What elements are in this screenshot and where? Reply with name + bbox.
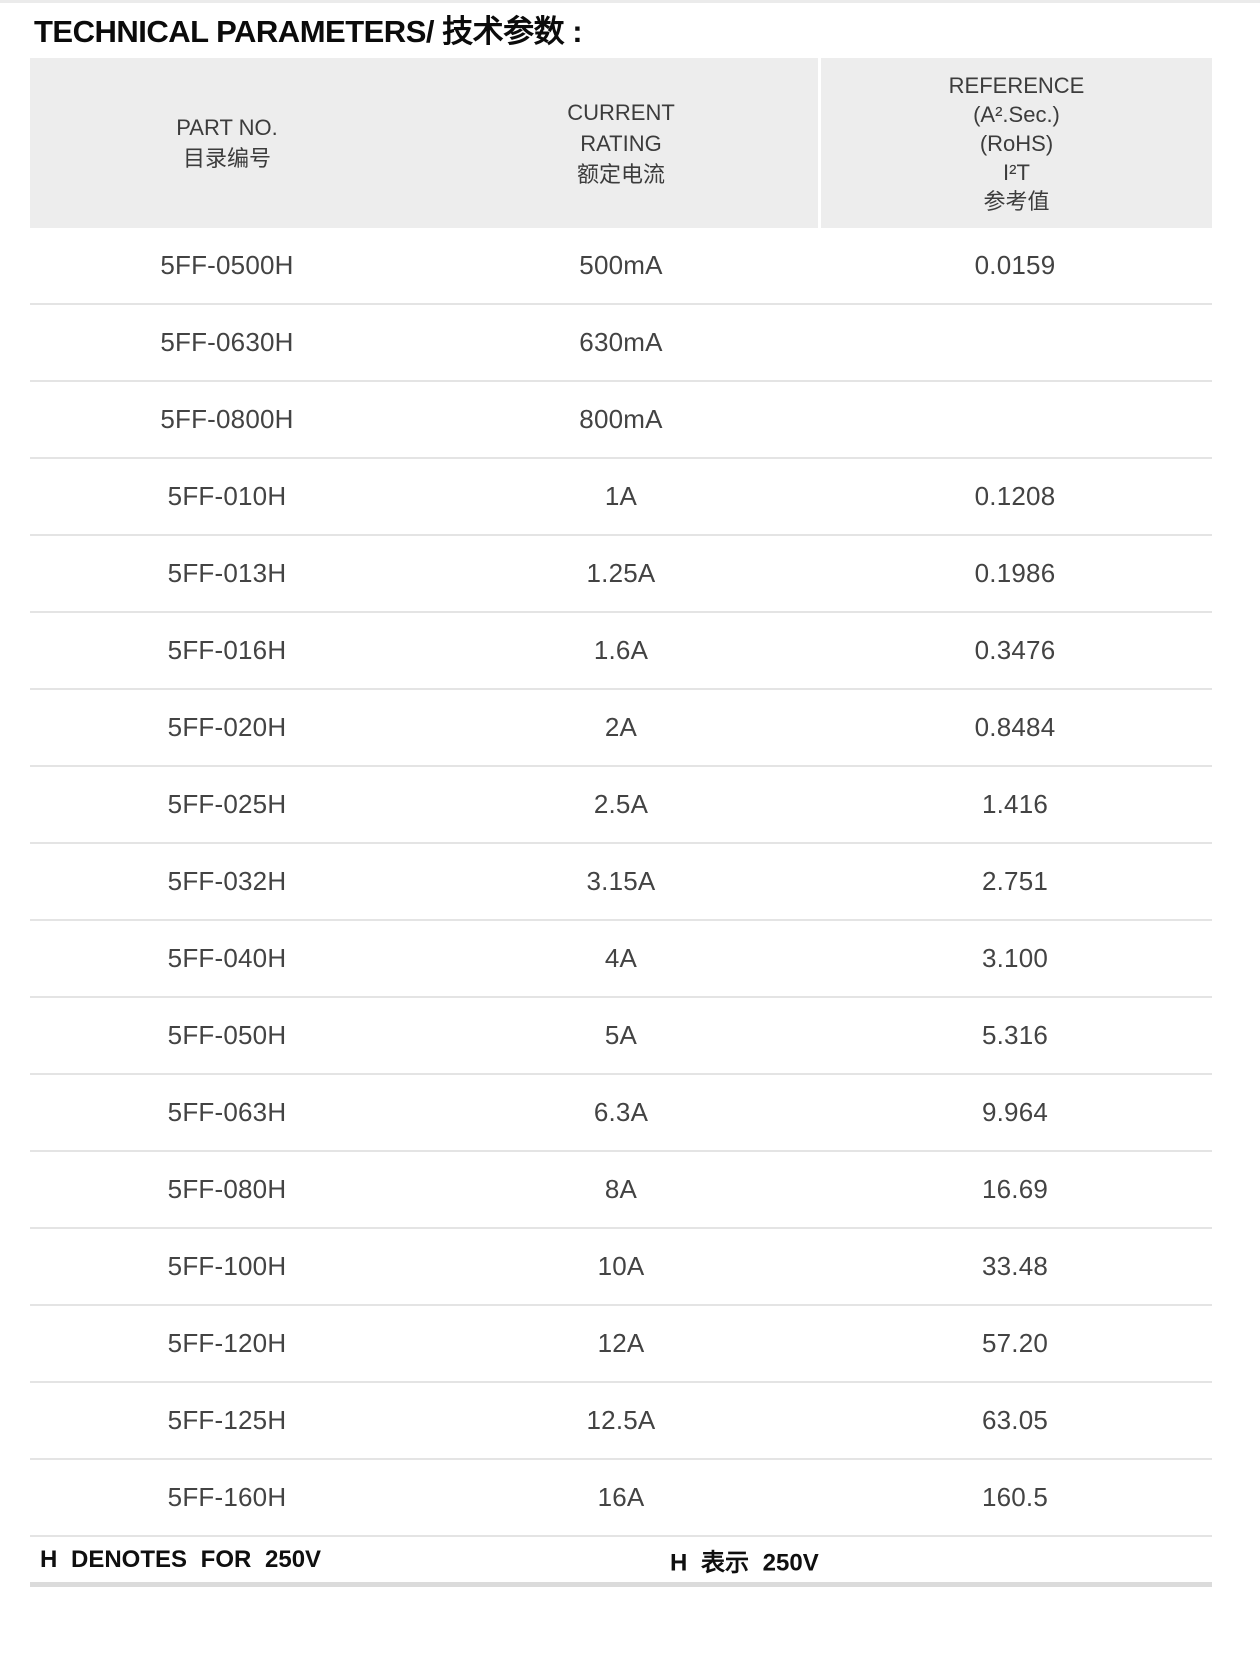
header-line: RATING	[580, 130, 662, 156]
cell-part-no: 5FF-080H	[167, 1174, 287, 1204]
table-header: PART NO. 目录编号 CURRENT RATING 额定电流 REFERENCE…	[30, 58, 1212, 228]
cell-part-no: 5FF-125H	[167, 1405, 287, 1435]
cell-current-rating: 12.5A	[586, 1405, 656, 1435]
table-row: 5FF-120H 12A 57.20	[30, 1306, 1212, 1383]
cell-reference: 57.20	[981, 1328, 1049, 1358]
cell-reference: 5.316	[981, 1020, 1049, 1050]
cell-current-rating: 6.3A	[593, 1097, 649, 1127]
cell-reference: 1.416	[981, 789, 1049, 819]
cell-current-rating: 16A	[597, 1482, 645, 1512]
technical-parameters-table: PART NO. 目录编号 CURRENT RATING 额定电流 REFERENCE…	[30, 58, 1212, 1587]
table-row: 5FF-0500H 500mA 0.0159	[30, 228, 1212, 305]
footnote-zh: H 表示 250V	[670, 1549, 819, 1576]
header-line: 目录编号	[182, 146, 271, 171]
cell-part-no: 5FF-063H	[167, 1097, 287, 1127]
table-row: 5FF-016H 1.6A 0.3476	[30, 613, 1212, 690]
cell-current-rating: 1A	[604, 481, 638, 511]
cell-part-no: 5FF-050H	[167, 1020, 287, 1050]
cell-part-no: 5FF-013H	[167, 558, 287, 588]
cell-reference: 63.05	[981, 1405, 1049, 1435]
table-row: 5FF-032H 3.15A 2.751	[30, 844, 1212, 921]
header-line: I²T	[1003, 159, 1030, 185]
table-row: 5FF-125H 12.5A 63.05	[30, 1383, 1212, 1460]
header-line: 参考值	[983, 188, 1050, 214]
cell-part-no: 5FF-032H	[167, 866, 287, 896]
cell-reference: 0.3476	[974, 635, 1056, 665]
cell-current-rating: 500mA	[579, 250, 663, 280]
cell-current-rating: 1.6A	[593, 635, 649, 665]
cell-reference: 33.48	[981, 1251, 1049, 1281]
cell-current-rating: 800mA	[579, 404, 663, 434]
table-row: 5FF-040H 4A 3.100	[30, 921, 1212, 998]
table-row: 5FF-050H 5A 5.316	[30, 998, 1212, 1075]
table-row: 5FF-020H 2A 0.8484	[30, 690, 1212, 767]
table-row: 5FF-025H 2.5A 1.416	[30, 767, 1212, 844]
cell-reference: 3.100	[981, 943, 1049, 973]
cell-reference: 0.8484	[974, 712, 1056, 742]
cell-current-rating: 2A	[604, 712, 638, 742]
cell-part-no: 5FF-010H	[167, 481, 287, 511]
cell-part-no: 5FF-020H	[167, 712, 287, 742]
cell-part-no: 5FF-0800H	[160, 404, 294, 434]
header-current-rating: CURRENT RATING 额定电流	[424, 58, 818, 228]
header-line: (A².Sec.)	[973, 101, 1060, 127]
top-divider	[0, 0, 1260, 3]
table-row: 5FF-010H 1A 0.1208	[30, 459, 1212, 536]
cell-reference: 16.69	[981, 1174, 1049, 1204]
table-row: 5FF-160H 16A 160.5	[30, 1460, 1212, 1537]
cell-current-rating: 1.25A	[586, 558, 656, 588]
cell-reference: 2.751	[981, 866, 1049, 896]
cell-reference: 0.0159	[974, 250, 1056, 280]
cell-current-rating: 8A	[604, 1174, 638, 1204]
cell-current-rating: 2.5A	[593, 789, 649, 819]
cell-part-no: 5FF-160H	[167, 1482, 287, 1512]
cell-current-rating: 630mA	[579, 327, 663, 357]
cell-part-no: 5FF-040H	[167, 943, 287, 973]
header-line: 额定电流	[576, 161, 665, 187]
cell-part-no: 5FF-0500H	[160, 250, 294, 280]
table-body: 5FF-0500H 500mA 0.0159 5FF-0630H 630mA 5…	[30, 228, 1212, 1537]
table-footnote: H DENOTES FOR 250V H 表示 250V	[30, 1537, 1212, 1587]
cell-part-no: 5FF-0630H	[160, 327, 294, 357]
cell-current-rating: 12A	[597, 1328, 645, 1358]
page-title: TECHNICAL PARAMETERS/ 技术参数 :	[34, 14, 583, 49]
table-row: 5FF-100H 10A 33.48	[30, 1229, 1212, 1306]
table-row: 5FF-013H 1.25A 0.1986	[30, 536, 1212, 613]
cell-current-rating: 10A	[597, 1251, 645, 1281]
header-line: CURRENT	[567, 99, 675, 125]
cell-current-rating: 4A	[604, 943, 638, 973]
header-line: PART NO.	[176, 115, 278, 140]
cell-reference: 160.5	[981, 1482, 1049, 1512]
cell-reference: 0.1208	[974, 481, 1056, 511]
header-reference: REFERENCE (A².Sec.) (RoHS) I²T 参考值	[818, 58, 1212, 228]
cell-reference: 9.964	[981, 1097, 1049, 1127]
cell-current-rating: 5A	[604, 1020, 638, 1050]
cell-current-rating: 3.15A	[586, 866, 656, 896]
cell-part-no: 5FF-120H	[167, 1328, 287, 1358]
header-part-no: PART NO. 目录编号	[30, 58, 424, 228]
cell-reference: 0.1986	[974, 558, 1056, 588]
cell-part-no: 5FF-025H	[167, 789, 287, 819]
header-line: REFERENCE	[948, 72, 1085, 98]
table-row: 5FF-063H 6.3A 9.964	[30, 1075, 1212, 1152]
header-line: (RoHS)	[979, 130, 1054, 156]
footnote-en: H DENOTES FOR 250V	[40, 1545, 322, 1573]
table-row: 5FF-0630H 630mA	[30, 305, 1212, 382]
cell-part-no: 5FF-016H	[167, 635, 287, 665]
table-row: 5FF-080H 8A 16.69	[30, 1152, 1212, 1229]
cell-part-no: 5FF-100H	[167, 1251, 287, 1281]
table-row: 5FF-0800H 800mA	[30, 382, 1212, 459]
